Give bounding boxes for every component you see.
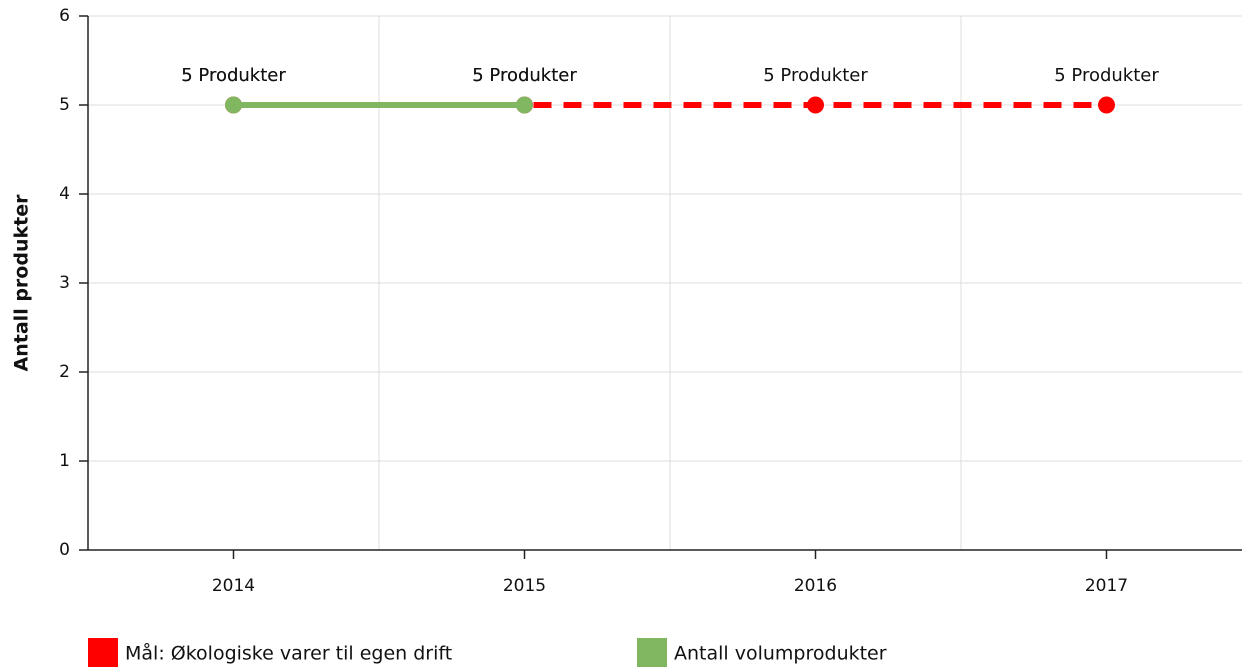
- data-label: 5 Produkter: [472, 65, 577, 86]
- x-tick-label: 2017: [1085, 576, 1128, 596]
- y-tick-label: 1: [59, 451, 70, 471]
- data-label: 5 Produkter: [763, 65, 868, 86]
- legend-swatch: [637, 638, 667, 667]
- x-tick-label: 2016: [794, 576, 837, 596]
- y-tick-label: 6: [59, 6, 70, 26]
- point: [516, 96, 533, 114]
- y-tick-label: 0: [59, 540, 70, 560]
- y-tick-label: 4: [59, 184, 70, 204]
- y-tick-label: 5: [59, 95, 70, 115]
- legend-label: Antall volumprodukter: [674, 643, 887, 665]
- data-label: 5 Produkter: [181, 65, 286, 86]
- x-tick-label: 2015: [503, 576, 546, 596]
- point: [225, 96, 242, 114]
- y-axis-title: Antall produkter: [11, 194, 33, 372]
- data-label: 5 Produkter: [472, 65, 577, 86]
- point: [1098, 96, 1115, 114]
- legend-label: Mål: Økologiske varer til egen drift: [125, 642, 452, 665]
- y-tick-label: 3: [59, 273, 70, 293]
- legend-swatch: [88, 638, 118, 667]
- y-tick-label: 2: [59, 362, 70, 382]
- x-tick-label: 2014: [212, 576, 255, 596]
- data-label: 5 Produkter: [181, 65, 286, 86]
- data-label: 5 Produkter: [1054, 65, 1159, 86]
- point: [807, 96, 824, 114]
